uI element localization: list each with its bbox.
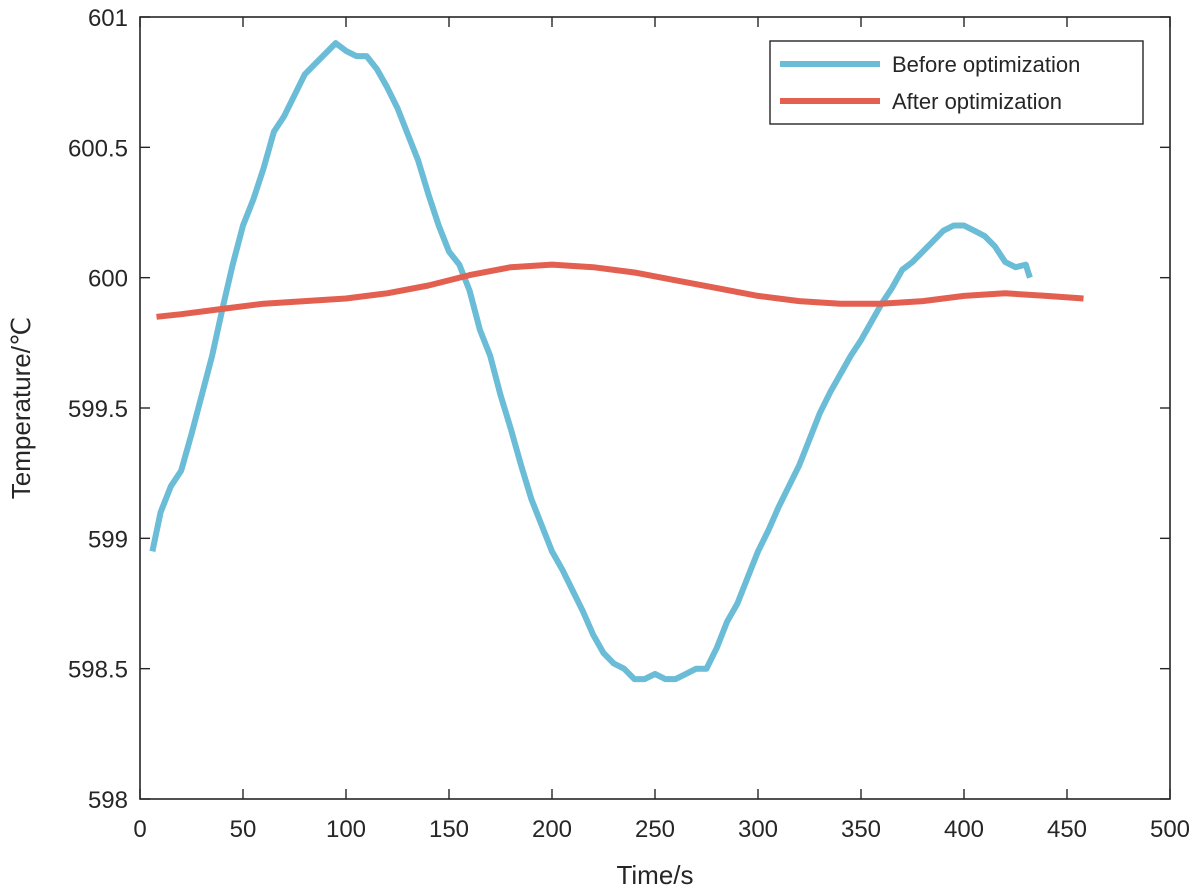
x-tick-label: 0 <box>133 816 146 843</box>
y-tick-label: 600.5 <box>68 135 128 162</box>
y-tick-label: 599 <box>88 526 128 553</box>
x-axis: 0 50 100 150 200 250 300 350 400 450 500 <box>133 17 1190 843</box>
legend-label-before: Before optimization <box>892 52 1080 77</box>
x-tick-label: 400 <box>944 816 984 843</box>
x-tick-label: 200 <box>532 816 572 843</box>
x-tick-label: 100 <box>326 816 366 843</box>
series-line-before-optimization <box>149 40 1033 683</box>
x-tick-label: 500 <box>1150 816 1190 843</box>
y-tick-label: 601 <box>88 5 128 32</box>
y-tick-label: 599.5 <box>68 396 128 423</box>
y-axis-label: Temperature/℃ <box>6 317 36 499</box>
x-axis-label: Time/s <box>616 860 693 890</box>
series-layer <box>149 40 1084 683</box>
x-tick-label: 150 <box>429 816 469 843</box>
x-tick-label: 300 <box>738 816 778 843</box>
x-tick-label: 50 <box>230 816 257 843</box>
legend-box <box>769 40 1144 125</box>
legend-label-after: After optimization <box>892 89 1062 114</box>
series-line-after-optimization <box>156 261 1084 320</box>
x-tick-label: 450 <box>1047 816 1087 843</box>
y-tick-label: 598.5 <box>68 657 128 684</box>
y-tick-label: 598 <box>88 787 128 814</box>
x-tick-label: 350 <box>841 816 881 843</box>
y-tick-label: 600 <box>88 266 128 293</box>
plot-area <box>139 16 1171 800</box>
legend: Before optimization After optimization <box>769 40 1144 125</box>
y-axis: 598 598.5 599 599.5 600 600.5 601 <box>68 5 1170 814</box>
x-tick-label: 250 <box>635 816 675 843</box>
